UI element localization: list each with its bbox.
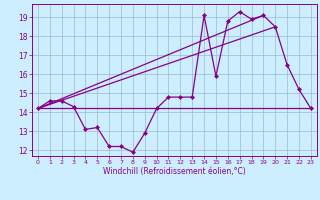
X-axis label: Windchill (Refroidissement éolien,°C): Windchill (Refroidissement éolien,°C) bbox=[103, 167, 246, 176]
